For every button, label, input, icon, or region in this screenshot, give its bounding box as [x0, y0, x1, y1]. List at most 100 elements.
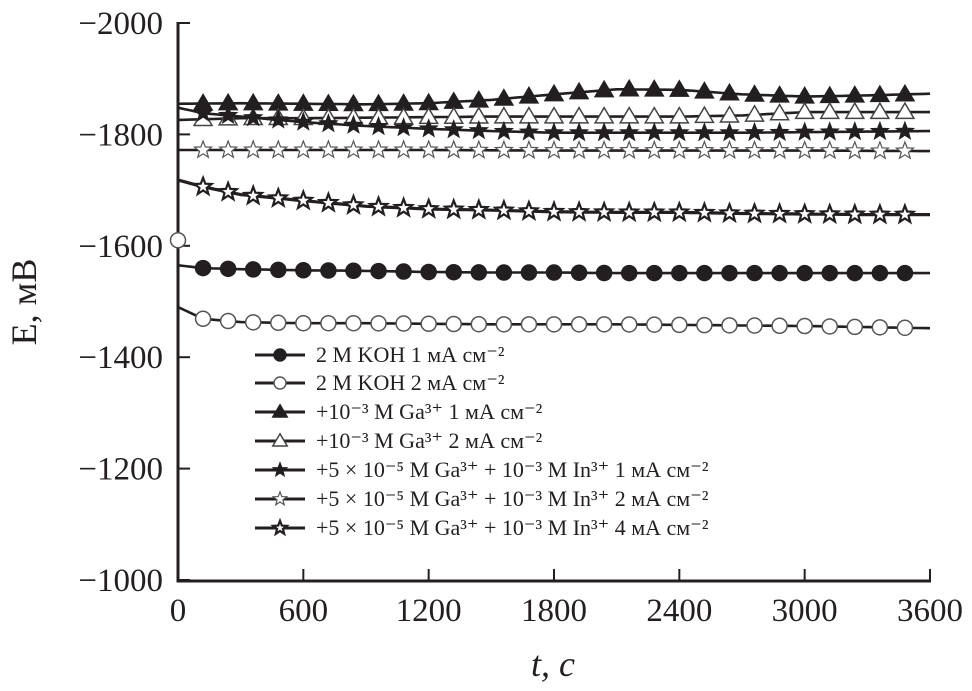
filled-triangle-marker [518, 86, 540, 104]
open-circle-marker [244, 314, 262, 331]
open-circle-marker [646, 316, 663, 333]
filled-circle-marker [273, 348, 287, 362]
legend-item: +5 × 10⁻⁵ М Ga³⁺ + 10⁻³ М In³⁺ 2 мА см⁻² [255, 486, 709, 511]
open-circle-marker [570, 316, 588, 333]
half-star-marker [717, 201, 741, 224]
y-tick-label: −2000 [78, 6, 163, 42]
filled-star-marker [293, 111, 314, 131]
half-star-marker [391, 195, 416, 218]
open-triangle-marker [618, 106, 640, 124]
open-triangle-marker [869, 101, 891, 120]
legend: 2 М KOH 1 мА см⁻² 2 М KOH 2 мА см⁻² +10⁻³ … [255, 342, 709, 540]
x-tick-label: 600 [279, 593, 329, 629]
filled-star-marker [694, 121, 715, 142]
open-circle-marker [520, 316, 538, 333]
filled-circle-marker [545, 264, 563, 281]
half-star-marker [617, 200, 641, 223]
legend-label: 2 М KOH 2 мА см⁻² [316, 370, 505, 395]
series-7 [177, 174, 930, 225]
open-circle-marker [420, 315, 437, 333]
open-triangle-marker [819, 101, 841, 120]
open-circle-marker [595, 316, 613, 333]
open-circle-marker [395, 315, 412, 332]
open-circle-marker [796, 317, 813, 335]
open-star-marker [593, 139, 615, 160]
filled-circle-marker [470, 264, 488, 281]
filled-star-marker [794, 121, 815, 141]
filled-circle-marker [295, 262, 312, 279]
filled-triangle-marker [669, 79, 690, 97]
open-triangle-marker [593, 106, 615, 124]
filled-circle-marker [646, 264, 663, 282]
filled-star-marker [268, 109, 289, 129]
open-circle-marker [194, 310, 212, 328]
legend-label: +5 × 10⁻⁵ М Ga³⁺ + 10⁻³ М In³⁺ 2 мА см⁻² [316, 486, 709, 511]
series-layer [169, 78, 931, 337]
legend-item: 2 М KOH 2 мА см⁻² [255, 370, 505, 395]
open-star-marker [271, 490, 289, 507]
open-star-marker [769, 139, 790, 160]
filled-circle-marker [320, 262, 337, 279]
open-circle-marker [871, 319, 889, 336]
filled-star-marker [618, 121, 640, 142]
filled-triangle-marker [694, 81, 715, 99]
half-star-marker [241, 183, 265, 206]
open-star-marker [819, 140, 840, 160]
legend-item: +10⁻³ М Ga³⁺ 1 мА см⁻² [255, 399, 543, 424]
filled-circle-marker [520, 264, 538, 281]
half-star-marker [216, 179, 240, 202]
open-circle-marker [545, 316, 563, 333]
legend-label: +5 × 10⁻⁵ М Ga³⁺ + 10⁻³ М In³⁺ 4 мА см⁻² [316, 515, 709, 540]
half-star-marker [642, 200, 666, 223]
filled-triangle-marker [643, 79, 665, 97]
x-tick-label: 0 [170, 593, 187, 629]
filled-star-marker [644, 121, 665, 142]
half-star-marker [793, 202, 817, 224]
open-triangle-marker [568, 106, 590, 124]
open-triangle-marker [769, 102, 790, 121]
open-star-marker [368, 139, 389, 159]
filled-star-marker [593, 121, 615, 142]
filled-circle-marker [846, 264, 864, 282]
filled-triangle-marker [618, 78, 640, 97]
open-star-marker [618, 139, 640, 160]
open-circle-marker [470, 315, 488, 333]
legend-item: 2 М KOH 1 мА см⁻² [255, 342, 505, 367]
open-circle-marker [696, 316, 713, 334]
filled-circle-marker [671, 264, 688, 282]
open-circle-marker [270, 314, 287, 332]
open-star-marker [242, 139, 264, 159]
filled-circle-marker [746, 264, 763, 282]
x-tick-label: 3000 [772, 593, 838, 629]
open-circle-marker [896, 319, 914, 337]
open-star-marker [418, 139, 439, 159]
open-circle-marker [320, 314, 337, 332]
open-star-marker [543, 139, 565, 160]
x-axis-title: t, с [531, 644, 575, 684]
open-circle-marker [345, 314, 362, 332]
open-circle-marker [445, 315, 462, 333]
filled-triangle-marker [543, 83, 565, 102]
filled-circle-marker [345, 262, 362, 280]
filled-star-marker [368, 115, 389, 136]
half-star-marker [367, 194, 391, 217]
series-6 [178, 139, 930, 160]
half-star-marker [442, 197, 466, 220]
half-star-marker [868, 202, 892, 225]
open-triangle-marker [643, 106, 665, 124]
open-circle-marker [169, 231, 187, 249]
legend-label: +10⁻³ М Ga³⁺ 1 мА см⁻² [316, 399, 543, 424]
filled-star-marker [769, 121, 790, 142]
open-star-marker [318, 139, 339, 159]
open-star-marker [744, 139, 765, 160]
filled-star-marker [669, 121, 690, 142]
half-star-marker [843, 202, 867, 225]
open-circle-marker [273, 376, 287, 390]
open-circle-marker [370, 315, 387, 332]
half-star-marker [291, 188, 315, 211]
open-star-marker [343, 139, 364, 159]
half-star-marker [270, 517, 290, 537]
filled-star-marker [418, 118, 439, 138]
filled-circle-marker [796, 264, 813, 282]
series-2 [169, 231, 931, 337]
